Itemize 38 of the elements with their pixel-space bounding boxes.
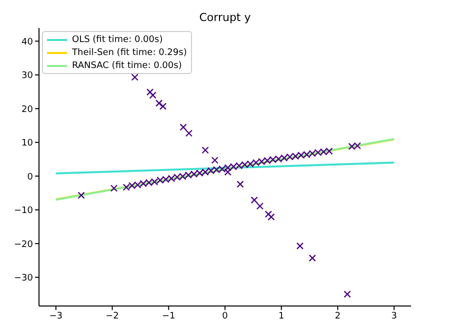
point [256, 202, 264, 210]
x-tick-label: −3 [49, 311, 63, 322]
point [149, 92, 156, 99]
y-tick-label: 10 [22, 138, 34, 149]
point [296, 242, 304, 250]
x-tick-label: 2 [334, 311, 341, 322]
point [159, 102, 167, 110]
legend-label: OLS (fit time: 0.00s) [72, 34, 163, 44]
point [155, 100, 163, 107]
point [146, 88, 154, 96]
y-tick-label: 30 [22, 71, 34, 82]
point [308, 254, 316, 262]
point [202, 146, 209, 154]
point [180, 124, 187, 131]
point [250, 196, 258, 204]
point [268, 213, 275, 221]
point [236, 180, 244, 188]
point [110, 184, 118, 192]
y-tick-label: −20 [14, 240, 34, 250]
point [344, 290, 351, 298]
x-tick-label: −1 [162, 311, 176, 322]
x-tick-label: −2 [106, 311, 119, 322]
y-tick-label: 20 [22, 104, 34, 115]
point [211, 156, 218, 164]
point [185, 130, 193, 137]
legend-label: RANSAC (fit time: 0.00s) [72, 60, 182, 70]
point [131, 74, 138, 81]
y-tick-label: −30 [14, 274, 34, 284]
x-tick-label: 3 [391, 311, 397, 322]
x-tick-label: 0 [222, 311, 228, 322]
point [264, 210, 272, 218]
y-tick-label: −10 [14, 206, 34, 216]
y-tick-label: 40 [22, 37, 34, 48]
point [78, 192, 85, 199]
y-tick-label: 0 [27, 172, 34, 182]
legend-label: Theil-Sen (fit time: 0.29s) [72, 48, 187, 58]
chart-title: Corrupt y [198, 11, 252, 24]
x-tick-label: 1 [278, 311, 284, 322]
